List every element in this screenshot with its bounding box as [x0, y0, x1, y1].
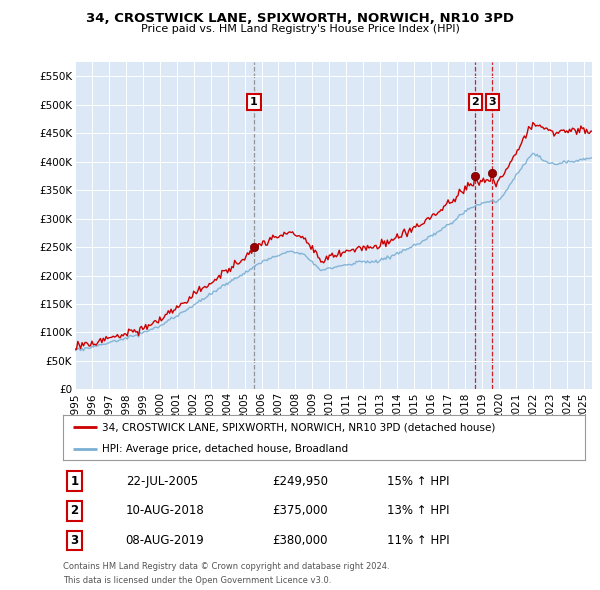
Text: £375,000: £375,000 — [272, 504, 328, 517]
Text: £380,000: £380,000 — [272, 534, 328, 547]
Text: This data is licensed under the Open Government Licence v3.0.: This data is licensed under the Open Gov… — [63, 576, 331, 585]
Text: 34, CROSTWICK LANE, SPIXWORTH, NORWICH, NR10 3PD (detached house): 34, CROSTWICK LANE, SPIXWORTH, NORWICH, … — [102, 422, 496, 432]
Text: 3: 3 — [488, 97, 496, 107]
Text: 10-AUG-2018: 10-AUG-2018 — [125, 504, 205, 517]
Text: £249,950: £249,950 — [272, 475, 328, 488]
Text: 08-AUG-2019: 08-AUG-2019 — [125, 534, 205, 547]
Text: Contains HM Land Registry data © Crown copyright and database right 2024.: Contains HM Land Registry data © Crown c… — [63, 562, 389, 571]
Text: 34, CROSTWICK LANE, SPIXWORTH, NORWICH, NR10 3PD: 34, CROSTWICK LANE, SPIXWORTH, NORWICH, … — [86, 12, 514, 25]
Text: 2: 2 — [472, 97, 479, 107]
Text: 3: 3 — [70, 534, 79, 547]
Text: 1: 1 — [70, 475, 79, 488]
Text: 13% ↑ HPI: 13% ↑ HPI — [386, 504, 449, 517]
Text: 22-JUL-2005: 22-JUL-2005 — [125, 475, 198, 488]
Text: Price paid vs. HM Land Registry's House Price Index (HPI): Price paid vs. HM Land Registry's House … — [140, 24, 460, 34]
Text: 11% ↑ HPI: 11% ↑ HPI — [386, 534, 449, 547]
Text: 1: 1 — [250, 97, 258, 107]
Text: 2: 2 — [70, 504, 79, 517]
Text: HPI: Average price, detached house, Broadland: HPI: Average price, detached house, Broa… — [102, 444, 348, 454]
Text: 15% ↑ HPI: 15% ↑ HPI — [386, 475, 449, 488]
